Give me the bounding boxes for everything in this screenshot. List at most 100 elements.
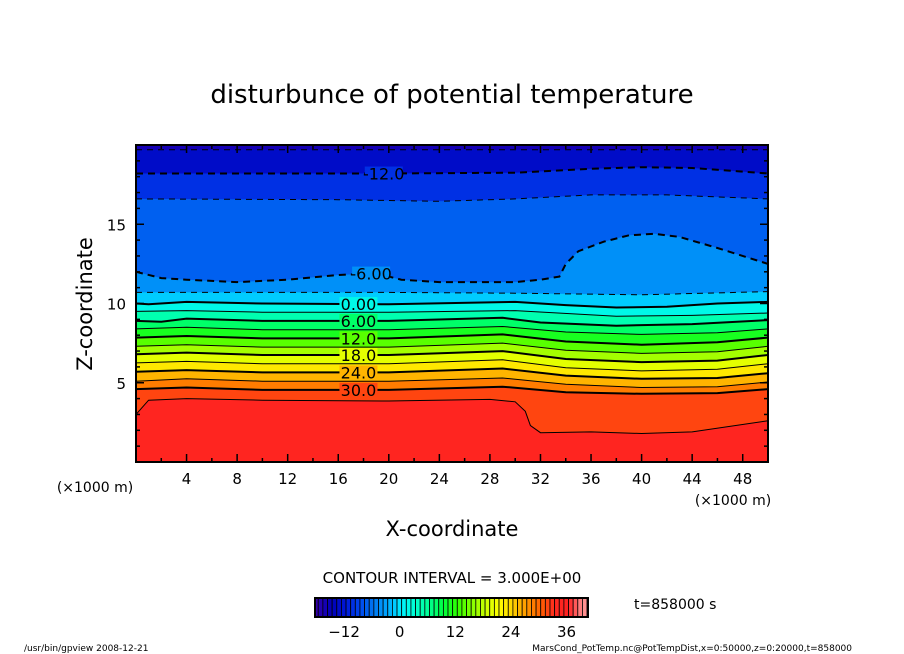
contour-line-27 [135,377,769,389]
colorbar-swatch [336,597,342,618]
colorbar-swatch [507,597,514,618]
colorbar-tick-label: 36 [557,623,576,641]
colorbar-swatch [484,597,491,618]
colorbar-swatch [563,597,569,618]
colorbar-swatch [582,597,588,618]
contour-interval-text: CONTOUR INTERVAL = 3.000E+00 [323,569,582,587]
colorbar-swatch [521,597,528,618]
contour-label-bg [352,266,391,281]
contour-label: -12.0 [363,165,404,184]
x-tick-label: 40 [632,470,651,488]
contour-lines [135,149,769,435]
contour-label-bg [339,331,378,346]
contour-label-bg [339,348,378,363]
footer-left: /usr/bin/gpview 2008-12-21 [24,644,148,654]
x-unit-right: (×1000 m) [695,493,771,509]
fill-band-33 [136,398,768,462]
axis-ticks [136,145,768,462]
colorbar-swatch [364,597,370,618]
x-tick-label: 8 [232,470,242,488]
x-tick-label: 28 [480,470,499,488]
contour-label-bg [339,313,378,328]
y-axis-label: Z-coordinate [73,237,97,371]
contour-fill [136,145,768,463]
contour-line-24 [135,367,769,380]
contour-line-12 [135,333,769,346]
x-tick-label: 48 [733,470,752,488]
colorbar-swatch [382,597,389,618]
colorbar-swatch [554,597,560,618]
x-unit-left: (×1000 m) [57,480,133,496]
colorbar-tick-label: −12 [328,623,360,641]
colorbar-swatch [480,597,486,618]
colorbar-swatch [322,597,328,618]
colorbar-swatch [452,597,458,618]
colorbar-tick-label: 0 [395,623,405,641]
colorbar [314,597,589,618]
contour-label: 12.0 [341,329,377,348]
colorbar-swatch [535,597,542,618]
contour-label-bg [339,382,378,397]
colorbar-swatch [341,597,347,618]
colorbar-swatch [493,597,500,618]
contour-line-9 [135,325,769,335]
colorbar-swatch [368,597,375,618]
contour-label: 24.0 [341,363,377,382]
colorbar-swatch [415,597,421,618]
contour-line--3 [136,291,769,296]
contour-line-3 [135,310,769,317]
contour-label-bg [364,166,403,181]
colorbar-swatch [433,597,440,618]
contour-line--9 [135,194,769,202]
colorbar-swatch [419,597,426,618]
colorbar-swatch [387,597,393,618]
x-tick-label: 12 [278,470,297,488]
y-tick-label: 15 [107,216,126,234]
contour-label: -6.00 [350,265,391,284]
contour-line-15 [135,342,769,354]
colorbar-swatch [378,597,384,618]
colorbar-swatch [577,597,583,618]
colorbar-tick-label: 24 [501,623,520,641]
colorbar-swatch [447,597,454,618]
colorbar-swatch [517,597,523,618]
colorbar-swatch [568,597,574,618]
colorbar-swatch [531,597,537,618]
colorbar-swatch [429,597,435,618]
colorbar-swatch [350,597,356,618]
colorbar-swatch [466,597,472,618]
colorbar-swatch [354,597,361,618]
colorbar-swatch [498,597,505,618]
colorbar-swatch [461,597,467,618]
chart-title: disturbunce of potential temperature [210,80,693,110]
x-tick-label: 24 [430,470,449,488]
contour-label-bg [339,365,378,380]
footer-right: MarsCond_PotTemp.nc@PotTempDist,x=0:5000… [532,644,852,654]
colorbar-tick-labels: −12 0 12 24 36 [328,623,576,641]
colorbar-swatch [405,597,412,618]
colorbar-swatch [526,597,532,618]
contour-label: 30.0 [341,381,377,400]
colorbar-swatch [475,597,481,618]
y-tick-labels: 5 10 15 [107,216,126,393]
time-text: t=858000 s [634,597,716,613]
x-tick-label: 20 [379,470,398,488]
colorbar-swatch [456,597,463,618]
colorbar-frame [314,597,589,618]
contour-label: 0.00 [341,295,377,314]
x-tick-label: 4 [182,470,192,488]
colorbar-swatch [442,597,449,618]
colorbar-swatch [410,597,416,618]
colorbar-tick-label: 12 [446,623,465,641]
contour-label: 18.0 [341,346,377,365]
colorbar-swatch [540,597,546,618]
colorbar-swatch [345,597,352,618]
contour-line-6 [135,316,769,327]
colorbar-swatch [470,597,477,618]
colorbar-swatch [503,597,509,618]
y-tick-label: 5 [116,375,126,393]
contour-label-bg [339,297,378,312]
x-axis-label: X-coordinate [386,517,519,541]
